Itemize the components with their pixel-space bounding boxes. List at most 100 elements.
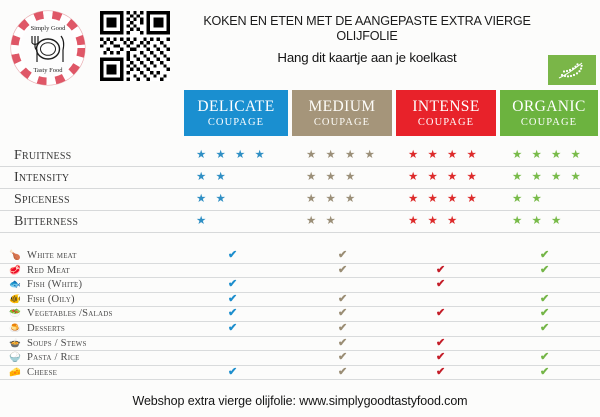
table-row: 🍚 Pasta / Rice ✔ ✔ ✔ — [0, 351, 600, 366]
brand-logo: Simply Good Tasty Food — [8, 8, 88, 88]
food-label: Cheese — [27, 366, 58, 378]
stars-medium: ★ ★ ★ ★ — [306, 149, 378, 161]
check-intense: ✔ — [436, 365, 446, 378]
stars-medium: ★ ★ — [306, 215, 339, 227]
check-delicate: ✔ — [228, 365, 238, 378]
page-title: KOKEN EN ETEN MET DE AANGEPASTE EXTRA VI… — [203, 14, 531, 43]
rating-label: Intensity — [14, 170, 70, 185]
column-header-intense[interactable]: INTENSE COUPAGE — [396, 90, 496, 136]
column-subtitle: COUPAGE — [417, 116, 475, 128]
column-subtitle: COUPAGE — [313, 116, 371, 128]
column-name: MEDIUM — [308, 97, 376, 115]
check-delicate: ✔ — [228, 249, 238, 261]
dessert-icon: 🍮 — [9, 322, 21, 334]
check-medium: ✔ — [338, 263, 348, 276]
table-row: 🥩 Red Meat ✔ ✔ ✔ — [0, 264, 600, 279]
food-label: Red Meat — [27, 264, 70, 276]
check-medium: ✔ — [338, 321, 348, 334]
qr-code-icon[interactable] — [100, 11, 170, 81]
food-label: Fish (White) — [27, 279, 83, 291]
stars-delicate: ★ ★ ★ ★ — [196, 149, 268, 161]
oily-fish-icon: 🐠 — [9, 293, 21, 305]
column-name: INTENSE — [412, 97, 480, 115]
stars-delicate: ★ ★ — [196, 193, 229, 205]
check-medium: ✔ — [338, 307, 348, 320]
check-medium: ✔ — [338, 336, 348, 349]
stars-organic: ★ ★ ★ — [512, 215, 565, 227]
salad-icon: 🥗 — [9, 308, 21, 320]
check-organic: ✔ — [540, 321, 550, 334]
rating-label: Bitterness — [14, 214, 79, 229]
table-row: Bitterness ★ ★ ★ ★ ★ ★ ★ ★ ★ — [0, 211, 600, 233]
column-subtitle: COUPAGE — [207, 116, 265, 128]
check-organic: ✔ — [540, 263, 550, 276]
stars-intense: ★ ★ ★ — [408, 215, 461, 227]
table-row: 🐟 Fish (White) ✔ ✔ — [0, 278, 600, 293]
stars-organic: ★ ★ ★ ★ — [512, 149, 584, 161]
stars-intense: ★ ★ ★ ★ — [408, 149, 480, 161]
poultry-icon: 🍗 — [9, 250, 21, 261]
check-medium: ✔ — [338, 292, 348, 305]
check-delicate: ✔ — [228, 321, 238, 334]
check-intense: ✔ — [436, 278, 446, 291]
food-label: Fish (Oily) — [27, 293, 75, 305]
stars-medium: ★ ★ ★ — [306, 193, 359, 205]
check-organic: ✔ — [540, 249, 550, 261]
check-delicate: ✔ — [228, 278, 238, 291]
column-header-organic[interactable]: ORGANIC COUPAGE — [500, 90, 598, 136]
table-row: Spiceness ★ ★ ★ ★ ★ ★ ★ ★ ★ ★ ★ — [0, 189, 600, 211]
column-name: DELICATE — [197, 97, 275, 115]
table-row: 🧀 Cheese ✔ ✔ ✔ ✔ — [0, 366, 600, 381]
table-row: 🍮 Desserts ✔ ✔ ✔ — [0, 322, 600, 337]
cheese-icon: 🧀 — [9, 366, 21, 378]
food-pairing-table: 🍗 White meat ✔ ✔ ✔ 🥩 Red Meat ✔ ✔ ✔ 🐟 Fi… — [0, 249, 600, 381]
check-organic: ✔ — [540, 292, 550, 305]
table-row: 🍗 White meat ✔ ✔ ✔ — [0, 249, 600, 264]
pasta-rice-icon: 🍚 — [9, 352, 21, 364]
food-label: Vegetables /Salads — [27, 308, 113, 320]
table-row: Intensity ★ ★ ★ ★ ★ ★ ★ ★ ★ ★ ★ ★ ★ — [0, 167, 600, 189]
stars-delicate: ★ — [196, 215, 210, 227]
column-header-medium[interactable]: MEDIUM COUPAGE — [292, 90, 392, 136]
check-intense: ✔ — [436, 351, 446, 364]
food-label: Soups / Stews — [27, 337, 87, 349]
check-delicate: ✔ — [228, 292, 238, 305]
check-intense: ✔ — [436, 263, 446, 276]
check-organic: ✔ — [540, 307, 550, 320]
red-meat-icon: 🥩 — [9, 264, 21, 276]
table-row: 🐠 Fish (Oily) ✔ ✔ ✔ — [0, 293, 600, 308]
rating-label: Fruitness — [14, 148, 72, 163]
table-row: Fruitness ★ ★ ★ ★ ★ ★ ★ ★ ★ ★ ★ ★ ★ ★ ★ … — [0, 145, 600, 167]
stars-organic: ★ ★ ★ ★ — [512, 171, 584, 183]
title-block: KOKEN EN ETEN MET DE AANGEPASTE EXTRA VI… — [178, 14, 556, 65]
card-header: Simply Good Tasty Food — [0, 0, 600, 92]
column-subtitle: COUPAGE — [520, 116, 578, 128]
column-headers: DELICATE COUPAGE MEDIUM COUPAGE INTENSE … — [0, 90, 600, 138]
table-row: 🍲 Soups / Stews ✔ ✔ — [0, 337, 600, 352]
page-subtitle: Hang dit kaartje aan je koelkast — [277, 50, 457, 65]
check-medium: ✔ — [338, 365, 348, 378]
logo-text-bottom: Tasty Food — [34, 67, 64, 74]
logo-text-top: Simply Good — [31, 25, 67, 32]
rating-label: Spiceness — [14, 192, 70, 207]
white-fish-icon: 🐟 — [9, 279, 21, 291]
table-row: 🥗 Vegetables /Salads ✔ ✔ ✔ ✔ — [0, 307, 600, 322]
eu-organic-leaf-icon — [548, 55, 596, 85]
stars-intense: ★ ★ ★ ★ — [408, 171, 480, 183]
stars-intense: ★ ★ ★ ★ — [408, 193, 480, 205]
check-intense: ✔ — [436, 307, 446, 320]
stars-organic: ★ ★ — [512, 193, 545, 205]
soup-icon: 🍲 — [9, 337, 21, 349]
check-organic: ✔ — [540, 365, 550, 378]
check-delicate: ✔ — [228, 307, 238, 320]
food-label: White meat — [27, 250, 77, 261]
footer-webshop-link[interactable]: Webshop extra vierge olijfolie: www.simp… — [132, 394, 468, 408]
food-label: Pasta / Rice — [27, 352, 80, 364]
check-intense: ✔ — [436, 336, 446, 349]
column-name: ORGANIC — [512, 97, 586, 115]
ratings-table: Fruitness ★ ★ ★ ★ ★ ★ ★ ★ ★ ★ ★ ★ ★ ★ ★ … — [0, 145, 600, 233]
column-header-delicate[interactable]: DELICATE COUPAGE — [184, 90, 288, 136]
stars-delicate: ★ ★ — [196, 171, 229, 183]
check-medium: ✔ — [338, 249, 348, 261]
